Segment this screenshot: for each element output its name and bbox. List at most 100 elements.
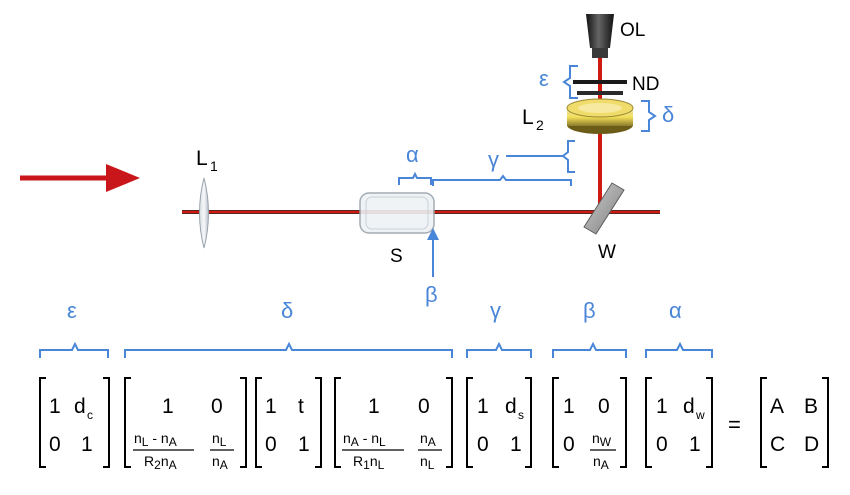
objective-lens xyxy=(586,14,614,58)
result-left-bracket xyxy=(760,377,767,468)
result-d: D xyxy=(804,433,819,456)
gamma-label-top: γ xyxy=(488,147,499,172)
matrix-m2: 1 0 nL - nA R2nA nL nA xyxy=(133,395,234,472)
matrix-m6: 1 0 0 nW nA xyxy=(563,395,616,472)
lens-l2-label: L 2 xyxy=(522,106,544,133)
m4-d-numerator: nA xyxy=(420,430,436,449)
m3-a: 1 xyxy=(265,395,277,418)
incoming-beam-arrow xyxy=(20,164,140,192)
lens-l2-letter: L xyxy=(522,106,534,129)
m5-b-sub: s xyxy=(518,408,524,422)
alpha-bracket-top xyxy=(398,171,432,185)
matrix-brackets xyxy=(39,377,829,468)
beta-label-bottom: β xyxy=(583,298,596,323)
matrix-result: A B C D xyxy=(770,395,819,456)
m5-left-bracket xyxy=(466,377,473,468)
m2-right-bracket xyxy=(240,377,247,468)
beta-label-top: β xyxy=(425,282,438,307)
m3-right-bracket xyxy=(315,377,322,468)
matrix-m1: 1 d c 0 1 xyxy=(49,395,93,456)
result-a: A xyxy=(770,395,784,418)
epsilon-bracket xyxy=(562,65,578,99)
m2-a: 1 xyxy=(162,395,174,418)
alpha-label-top: α xyxy=(406,142,419,167)
m5-right-bracket xyxy=(525,377,532,468)
m3-d: 1 xyxy=(298,433,310,456)
m6-c: 0 xyxy=(563,433,575,456)
m1-a: 1 xyxy=(49,395,61,418)
m4-d-denominator: nL xyxy=(420,453,435,472)
gamma-label-bottom: γ xyxy=(490,298,501,323)
result-right-bracket xyxy=(822,377,829,468)
window-label: W xyxy=(598,242,616,263)
epsilon-label-bottom: ε xyxy=(67,298,77,323)
gamma-bracket-vertical xyxy=(561,140,575,173)
window-w xyxy=(583,182,625,235)
delta-label-bottom: δ xyxy=(281,298,293,323)
m6-right-bracket xyxy=(620,377,627,468)
m4-b: 0 xyxy=(418,395,430,418)
m4-a: 1 xyxy=(368,395,380,418)
m5-d: 1 xyxy=(510,433,522,456)
m2-c-numerator: nL - nA xyxy=(134,430,177,449)
objective-label: OL xyxy=(620,20,645,41)
result-b: B xyxy=(804,395,818,418)
nd-label: ND xyxy=(632,74,659,95)
matrix-m7: 1 d w 0 1 xyxy=(656,395,705,456)
sample-cuvette xyxy=(359,192,435,234)
result-c: C xyxy=(770,433,785,456)
m4-left-bracket xyxy=(334,377,341,468)
lens-l1-letter: L xyxy=(196,147,208,170)
m7-b-sub: w xyxy=(695,408,705,422)
m2-d-numerator: nL xyxy=(212,430,227,449)
m7-b: d xyxy=(683,395,695,418)
lens-l2 xyxy=(566,98,634,134)
m3-b: t xyxy=(298,395,304,418)
lens-l1-subscript: 1 xyxy=(210,158,218,174)
m7-left-bracket xyxy=(645,377,652,468)
m4-c-numerator: nA - nL xyxy=(343,430,386,449)
lens-l2-subscript: 2 xyxy=(536,117,544,133)
equals-sign: = xyxy=(728,412,741,437)
m5-b: d xyxy=(505,395,517,418)
m1-d: 1 xyxy=(81,433,93,456)
m6-left-bracket xyxy=(552,377,559,468)
m4-c-denominator: R1nL xyxy=(353,453,385,472)
m1-c: 0 xyxy=(49,433,61,456)
beta-arrow xyxy=(427,228,439,277)
matrix-m3: 1 t 0 1 xyxy=(265,395,310,456)
m6-a: 1 xyxy=(563,395,575,418)
brace-beta xyxy=(552,341,627,358)
m5-c: 0 xyxy=(477,433,489,456)
lens-l1 xyxy=(199,177,209,249)
brace-gamma xyxy=(466,341,532,358)
matrix-m4: 1 0 nA - nL R1nL nA nL xyxy=(342,395,442,472)
m7-d: 1 xyxy=(689,433,701,456)
m7-c: 0 xyxy=(656,433,668,456)
m2-left-bracket xyxy=(124,377,131,468)
epsilon-label-top: ε xyxy=(539,66,549,91)
m3-c: 0 xyxy=(265,433,277,456)
brace-delta xyxy=(124,341,453,358)
m3-left-bracket xyxy=(255,377,262,468)
m7-right-bracket xyxy=(706,377,713,468)
m1-right-bracket xyxy=(103,377,110,468)
delta-label-top: δ xyxy=(662,102,674,127)
m2-d-denominator: nA xyxy=(212,453,228,472)
lens-l1-label: L 1 xyxy=(196,147,218,174)
m2-c-denominator: R2nA xyxy=(144,453,177,472)
alpha-label-bottom: α xyxy=(669,298,682,323)
matrix-m5: 1 d s 0 1 xyxy=(477,395,524,456)
m6-b: 0 xyxy=(598,395,610,418)
m6-d-denominator: nA xyxy=(593,453,609,472)
delta-bracket-top xyxy=(641,100,657,132)
m1-b: d xyxy=(74,395,86,418)
m4-right-bracket xyxy=(446,377,453,468)
m6-d-numerator: nW xyxy=(592,430,612,449)
m1-left-bracket xyxy=(39,377,46,468)
sample-label: S xyxy=(390,246,403,267)
m2-b: 0 xyxy=(211,395,223,418)
m5-a: 1 xyxy=(477,395,489,418)
m1-b-sub: c xyxy=(87,408,93,422)
